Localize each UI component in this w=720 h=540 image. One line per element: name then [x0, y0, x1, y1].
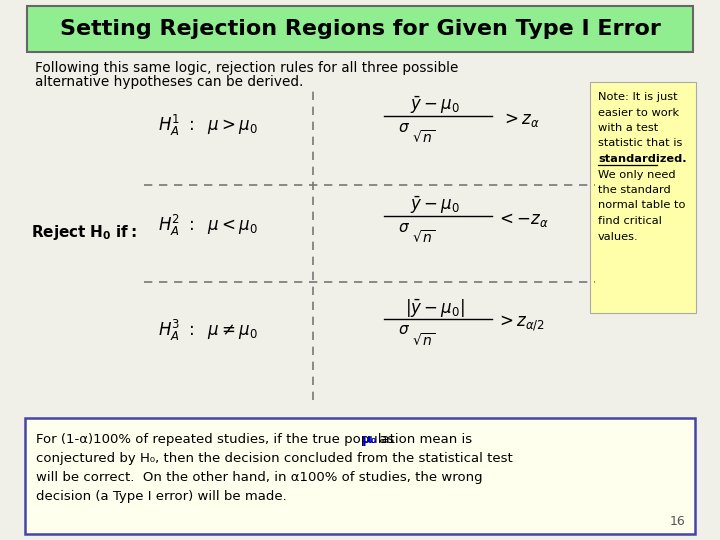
Text: $< -z_\alpha$: $< -z_\alpha$ — [496, 211, 549, 229]
Text: $|\bar{y} - \mu_0|$: $|\bar{y} - \mu_0|$ — [405, 297, 465, 319]
Text: statistic that is: statistic that is — [598, 138, 683, 149]
Text: as: as — [374, 433, 394, 446]
FancyBboxPatch shape — [590, 82, 696, 313]
Text: $\sigma$: $\sigma$ — [397, 219, 410, 234]
Text: We only need: We only need — [598, 170, 675, 179]
Text: $H_A^2\ :\ \ \mu < \mu_0$: $H_A^2\ :\ \ \mu < \mu_0$ — [158, 212, 258, 238]
Text: will be correct.  On the other hand, in α100% of studies, the wrong: will be correct. On the other hand, in α… — [37, 471, 483, 484]
Text: $> z_{\alpha/2}$: $> z_{\alpha/2}$ — [496, 313, 545, 333]
Text: $\sigma$: $\sigma$ — [397, 119, 410, 134]
Text: $> z_\alpha$: $> z_\alpha$ — [501, 111, 540, 129]
Text: $\sqrt{n}$: $\sqrt{n}$ — [412, 130, 435, 146]
Text: standardized.: standardized. — [598, 154, 687, 164]
Text: decision (a Type I error) will be made.: decision (a Type I error) will be made. — [37, 490, 287, 503]
Text: μ₀: μ₀ — [362, 433, 378, 446]
Text: $\sqrt{n}$: $\sqrt{n}$ — [412, 230, 435, 246]
Text: $H_A^3\ :\ \ \mu \neq \mu_0$: $H_A^3\ :\ \ \mu \neq \mu_0$ — [158, 318, 258, 342]
Text: alternative hypotheses can be derived.: alternative hypotheses can be derived. — [35, 75, 303, 89]
Text: $\bar{y} - \mu_0$: $\bar{y} - \mu_0$ — [410, 194, 460, 215]
Text: $\sqrt{n}$: $\sqrt{n}$ — [412, 333, 435, 349]
Text: with a test: with a test — [598, 123, 658, 133]
Text: $\sigma$: $\sigma$ — [397, 322, 410, 338]
Text: Setting Rejection Regions for Given Type I Error: Setting Rejection Regions for Given Type… — [60, 19, 660, 39]
Text: find critical: find critical — [598, 216, 662, 226]
FancyBboxPatch shape — [25, 418, 695, 534]
Text: conjectured by H₀, then the decision concluded from the statistical test: conjectured by H₀, then the decision con… — [37, 452, 513, 465]
Text: Following this same logic, rejection rules for all three possible: Following this same logic, rejection rul… — [35, 61, 458, 75]
Text: values.: values. — [598, 232, 639, 241]
Text: $H_A^1\ :\ \ \mu > \mu_0$: $H_A^1\ :\ \ \mu > \mu_0$ — [158, 112, 258, 138]
Text: For (1-α)100% of repeated studies, if the true population mean is: For (1-α)100% of repeated studies, if th… — [37, 433, 477, 446]
FancyBboxPatch shape — [27, 6, 693, 52]
Text: normal table to: normal table to — [598, 200, 685, 211]
Text: Note: It is just: Note: It is just — [598, 92, 678, 102]
Text: 16: 16 — [670, 515, 685, 528]
Text: $\mathbf{Reject\ H_0\ if:}$: $\mathbf{Reject\ H_0\ if:}$ — [31, 222, 137, 241]
Text: $\bar{y} - \mu_0$: $\bar{y} - \mu_0$ — [410, 94, 460, 116]
Text: easier to work: easier to work — [598, 107, 679, 118]
Text: the standard: the standard — [598, 185, 671, 195]
